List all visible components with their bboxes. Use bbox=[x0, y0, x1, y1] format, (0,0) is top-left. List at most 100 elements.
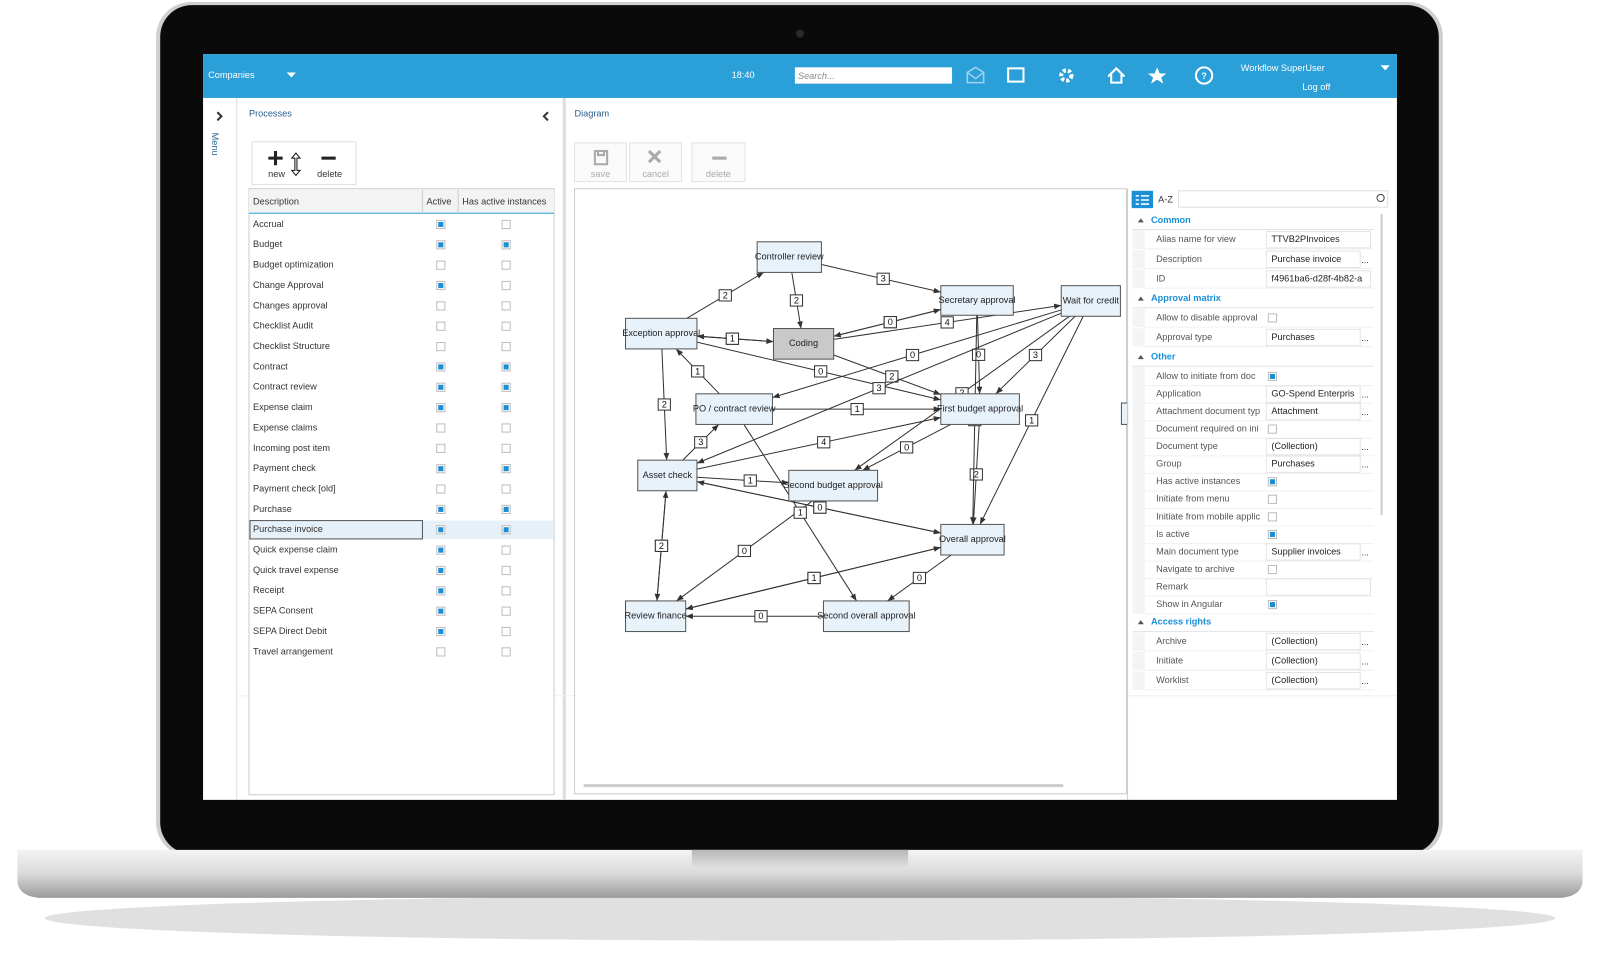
node[interactable] bbox=[822, 600, 910, 633]
ellipsis-button[interactable]: ... bbox=[1361, 547, 1369, 557]
row-description[interactable]: Budget optimization bbox=[253, 260, 334, 270]
checkbox[interactable] bbox=[501, 443, 511, 453]
checkbox[interactable] bbox=[501, 626, 511, 637]
checkbox[interactable] bbox=[501, 565, 511, 576]
checkbox[interactable] bbox=[1267, 424, 1278, 434]
row-description[interactable]: Expense claim bbox=[253, 402, 313, 412]
node[interactable] bbox=[772, 328, 835, 360]
home-icon[interactable] bbox=[1107, 66, 1126, 84]
log-off[interactable]: Log off bbox=[1302, 82, 1330, 92]
row-description[interactable]: SEPA Direct Debit bbox=[253, 626, 327, 636]
checkbox[interactable] bbox=[1267, 494, 1278, 504]
checkbox[interactable] bbox=[436, 484, 446, 494]
checkbox[interactable] bbox=[501, 606, 511, 616]
checkbox[interactable] bbox=[436, 341, 446, 352]
node[interactable] bbox=[1060, 285, 1121, 317]
property-editor[interactable] bbox=[1265, 385, 1361, 403]
node[interactable] bbox=[940, 523, 1005, 556]
favorites-icon[interactable] bbox=[1147, 67, 1167, 84]
side-menu-label[interactable]: Menu bbox=[210, 133, 220, 156]
row-description[interactable]: Receipt bbox=[253, 585, 285, 595]
node[interactable] bbox=[695, 393, 773, 425]
property-editor[interactable] bbox=[1265, 437, 1361, 456]
property-editor[interactable] bbox=[1265, 543, 1361, 561]
section-title[interactable]: Other bbox=[1151, 352, 1176, 362]
mail-icon[interactable] bbox=[966, 66, 985, 84]
ellipsis-button[interactable]: ... bbox=[1361, 389, 1369, 399]
row-description[interactable]: Expense claims bbox=[253, 422, 318, 432]
search-box[interactable] bbox=[794, 67, 953, 84]
row-description[interactable]: SEPA Consent bbox=[253, 606, 313, 616]
checkbox[interactable] bbox=[501, 280, 511, 291]
section-title[interactable]: Common bbox=[1151, 215, 1191, 225]
ellipsis-button[interactable]: ... bbox=[1361, 407, 1369, 417]
node[interactable] bbox=[756, 241, 822, 273]
settings-icon[interactable] bbox=[1059, 68, 1074, 83]
checkbox[interactable] bbox=[501, 484, 511, 494]
property-editor[interactable] bbox=[1265, 632, 1361, 651]
row-description[interactable]: Accrual bbox=[253, 219, 284, 229]
row-description[interactable]: Change Approval bbox=[253, 280, 323, 290]
menu-expand[interactable] bbox=[216, 111, 223, 122]
ellipsis-button[interactable]: ... bbox=[1361, 637, 1369, 647]
section-toggle[interactable] bbox=[1137, 218, 1144, 223]
section-title[interactable]: Approval matrix bbox=[1151, 293, 1222, 303]
sort-button[interactable]: A-Z bbox=[1158, 194, 1173, 204]
row-description[interactable]: Purchase invoice bbox=[253, 524, 323, 534]
section-toggle[interactable] bbox=[1137, 296, 1144, 301]
property-editor[interactable] bbox=[1265, 231, 1371, 249]
property-editor[interactable] bbox=[1265, 402, 1361, 421]
checkbox[interactable] bbox=[501, 545, 511, 555]
section-toggle[interactable] bbox=[1137, 620, 1144, 625]
checkbox[interactable] bbox=[501, 219, 511, 230]
checkbox[interactable] bbox=[436, 443, 446, 453]
checkbox[interactable] bbox=[501, 260, 511, 270]
property-editor[interactable] bbox=[1265, 328, 1361, 347]
row-description[interactable]: Payment check bbox=[253, 463, 316, 473]
toolbar-button[interactable]: new bbox=[268, 169, 285, 179]
checkbox[interactable] bbox=[436, 260, 446, 270]
property-search[interactable] bbox=[1178, 190, 1389, 208]
toolbar-button[interactable]: save bbox=[591, 169, 610, 179]
row-description[interactable]: Checklist Audit bbox=[253, 321, 314, 331]
column-header[interactable]: Active bbox=[427, 196, 452, 206]
row-description[interactable]: Contract bbox=[253, 361, 288, 371]
checkbox[interactable] bbox=[501, 341, 511, 352]
ellipsis-button[interactable]: ... bbox=[1361, 255, 1369, 265]
property-editor[interactable] bbox=[1265, 672, 1361, 690]
column-header[interactable]: Has active instances bbox=[462, 196, 547, 206]
node[interactable] bbox=[625, 600, 687, 633]
node[interactable] bbox=[788, 469, 879, 502]
window-icon[interactable] bbox=[1007, 67, 1025, 83]
row-description[interactable]: Contract review bbox=[253, 382, 317, 392]
row-description[interactable]: Travel arrangement bbox=[253, 646, 333, 656]
collapse-panel[interactable] bbox=[542, 111, 549, 122]
column-header[interactable]: Description bbox=[253, 196, 299, 206]
ellipsis-button[interactable]: ... bbox=[1361, 676, 1369, 686]
ellipsis-button[interactable]: ... bbox=[1361, 442, 1369, 452]
ellipsis-button[interactable]: ... bbox=[1361, 460, 1369, 470]
property-editor[interactable] bbox=[1265, 455, 1361, 473]
checkbox[interactable] bbox=[1267, 512, 1278, 522]
checkbox[interactable] bbox=[501, 647, 511, 657]
row-description[interactable]: Quick expense claim bbox=[253, 545, 338, 555]
checkbox[interactable] bbox=[436, 647, 446, 657]
property-editor[interactable] bbox=[1265, 578, 1371, 596]
toolbar-button[interactable]: cancel bbox=[642, 169, 669, 179]
property-editor[interactable] bbox=[1265, 652, 1361, 670]
row-description[interactable]: Checklist Structure bbox=[253, 341, 330, 351]
checkbox[interactable] bbox=[436, 321, 446, 331]
checkbox[interactable] bbox=[501, 321, 511, 331]
checkbox[interactable] bbox=[1267, 564, 1278, 575]
checkbox[interactable] bbox=[436, 301, 446, 311]
toolbar-button[interactable]: delete bbox=[706, 169, 731, 179]
checkbox[interactable] bbox=[1267, 313, 1278, 323]
user-menu[interactable]: Workflow SuperUser bbox=[1241, 63, 1325, 73]
section-toggle[interactable] bbox=[1137, 355, 1144, 360]
row-description[interactable]: Incoming post item bbox=[253, 443, 330, 453]
checkbox[interactable] bbox=[436, 423, 446, 433]
company-menu[interactable]: Companies bbox=[208, 70, 255, 80]
row-description[interactable]: Changes approval bbox=[253, 300, 327, 310]
ellipsis-button[interactable]: ... bbox=[1361, 657, 1369, 667]
property-editor[interactable] bbox=[1265, 250, 1361, 269]
